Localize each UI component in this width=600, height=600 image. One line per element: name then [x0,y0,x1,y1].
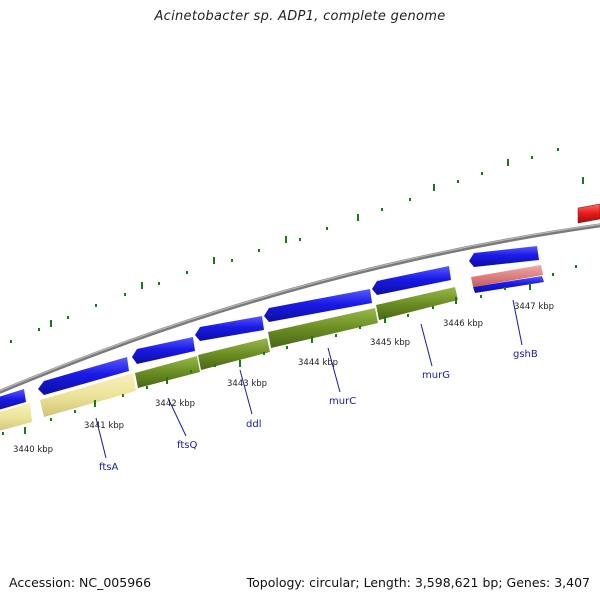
gene-blue-7[interactable] [469,246,539,267]
scale-label-3446: 3446 kbp [443,319,483,329]
scale-label-3442: 3442 kbp [155,399,195,409]
scale-labels: 3440 kbp 3441 kbp 3442 kbp 3443 kbp 3444… [13,302,554,455]
gene-blue-1[interactable] [0,389,26,411]
gene-label-ftsQ[interactable]: ftsQ [177,440,197,451]
gene-blue-rev-1[interactable] [473,276,544,293]
gene-green-4[interactable] [376,287,458,320]
scale-label-3445: 3445 kbp [370,338,410,348]
accession-text: Accession: NC_005966 [9,575,152,590]
genome-backbone [0,223,600,394]
scale-label-3441: 3441 kbp [84,421,124,431]
scale-label-3443: 3443 kbp [227,379,267,389]
gene-blue-6[interactable] [372,266,451,295]
gene-label-ftsA[interactable]: ftsA [99,462,118,473]
gene-label-ddl[interactable]: ddl [246,419,261,430]
scale-label-3447: 3447 kbp [514,302,554,312]
map-title: Acinetobacter sp. ADP1, complete genome [154,9,446,24]
forward-genes [0,246,539,411]
outer-tick-row [10,148,584,343]
gene-yellow-1[interactable] [0,403,32,432]
gene-green-1[interactable] [135,356,200,388]
reverse-genes [0,265,544,432]
gene-blue-2[interactable] [38,357,129,395]
gene-red-outer[interactable] [577,203,600,224]
gene-labels: ftsA ftsQ ddl murC murG gshB [99,349,538,473]
gene-blue-3[interactable] [132,337,195,364]
gene-label-murG[interactable]: murG [422,370,450,381]
gene-label-murC[interactable]: murC [329,396,356,407]
gene-green-2[interactable] [198,338,270,370]
scale-label-3444: 3444 kbp [298,358,338,368]
gene-green-3[interactable] [268,308,378,348]
gene-yellow-2[interactable] [40,373,136,417]
gene-pink-1[interactable] [471,265,543,287]
gene-blue-4[interactable] [195,316,264,341]
scale-label-3440: 3440 kbp [13,445,53,455]
gene-label-gshB[interactable]: gshB [513,349,538,360]
gene-label-leaders [95,299,523,459]
genome-summary-text: Topology: circular; Length: 3,598,621 bp… [246,575,590,590]
inner-tick-row [2,265,577,435]
gene-blue-5[interactable] [264,289,372,322]
